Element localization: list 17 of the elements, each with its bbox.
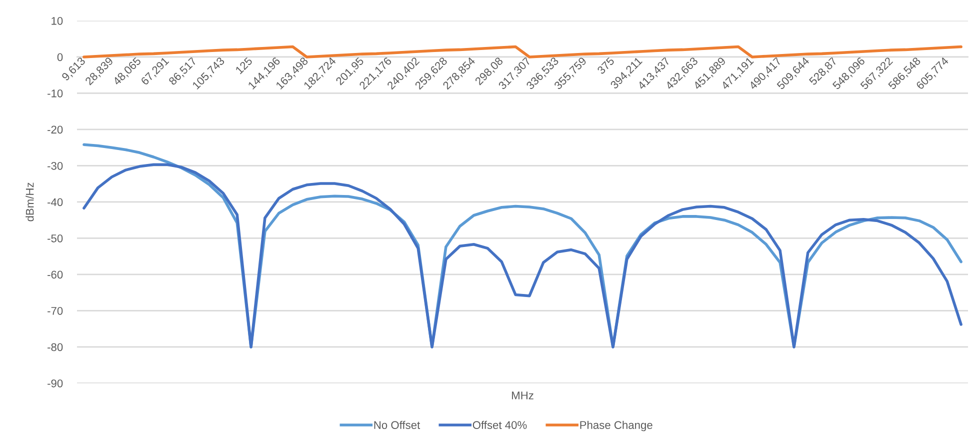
y-tick-label: -30	[48, 162, 63, 170]
y-axis-title: dBm/Hz	[26, 182, 34, 222]
y-tick-label: -50	[48, 234, 63, 242]
y-tick-label: -60	[48, 270, 63, 279]
y-tick-label: 10	[52, 16, 63, 25]
x-axis-title: MHz	[512, 392, 534, 400]
line-series	[82, 45, 962, 58]
y-tick-label: -40	[48, 198, 63, 206]
y-tick-label: -90	[48, 379, 63, 388]
legend-label: No Offset	[374, 420, 420, 429]
y-tick-label: 0	[57, 53, 63, 62]
y-tick-label: -80	[48, 343, 63, 352]
y-tick-label: -70	[48, 306, 63, 315]
y-tick-label: -10	[48, 89, 63, 98]
y-tick-label: -20	[48, 126, 63, 134]
legend-label: Offset 40%	[472, 420, 527, 429]
legend-label: Phase Change	[580, 420, 652, 432]
